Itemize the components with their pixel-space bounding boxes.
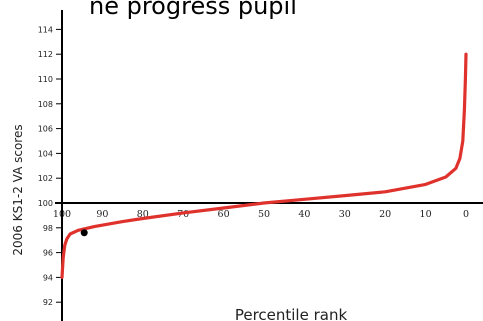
y-tick-label: 98	[43, 224, 53, 233]
y-tick-label: 108	[38, 100, 53, 109]
series-line-0	[60, 52, 468, 279]
y-tick-label: 106	[38, 125, 53, 134]
y-tick-label: 100	[38, 199, 53, 208]
x-tick-label: 0	[463, 209, 469, 220]
x-tick-label: 50	[258, 209, 270, 220]
x-tick-label: 40	[298, 209, 310, 220]
x-tick-label: 60	[218, 209, 230, 220]
y-tick-label: 104	[38, 149, 53, 158]
x-tick-label: 90	[96, 209, 108, 220]
y-tick-label: 114	[38, 25, 53, 34]
y-tick-label: 110	[38, 75, 53, 84]
x-tick-label: 80	[137, 209, 149, 220]
y-tick-label: 96	[43, 249, 53, 258]
x-tick-label: 20	[379, 209, 391, 220]
y-tick-label: 112	[38, 50, 53, 59]
x-axis-label: Percentile rank	[235, 306, 348, 321]
chart-title-fragment: ne progress pupil	[89, 0, 297, 20]
y-tick-label: 94	[43, 273, 53, 282]
y-tick-label: 92	[43, 298, 53, 307]
y-tick-label: 102	[38, 174, 53, 183]
x-tick-label: 30	[339, 209, 351, 220]
highlight-point	[80, 229, 88, 237]
y-axis-label: 2006 KS1-2 VA scores	[11, 124, 25, 255]
x-tick-label: 10	[420, 209, 432, 220]
